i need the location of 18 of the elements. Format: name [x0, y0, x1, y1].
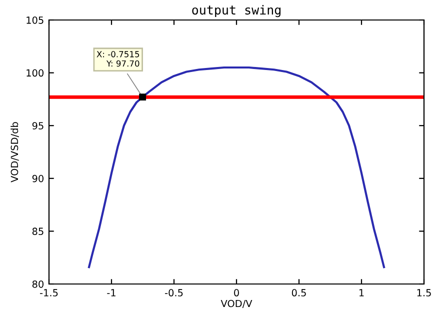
y-tick-label: 85	[32, 228, 44, 236]
x-tick-label: 0.5	[292, 289, 306, 296]
y-tick-label: 80	[32, 280, 44, 288]
y-tick-label: 95	[32, 122, 44, 130]
y-tick-label: 105	[26, 16, 44, 24]
y-axis-title: VOD/VSD/db	[10, 122, 19, 182]
x-axis-title: VOD/V	[220, 300, 252, 308]
x-tick-label: 0	[234, 289, 239, 296]
y-tick-label: 90	[32, 174, 44, 182]
x-tick-label: -1	[107, 289, 116, 296]
x-tick-label: 1	[359, 289, 364, 296]
y-tick-label: 100	[26, 69, 44, 77]
line-series	[88, 66, 386, 268]
x-tick-label: -0.5	[164, 289, 183, 296]
x-tick-label: -1.5	[40, 289, 58, 296]
annotation: X: -0.7515 Y: 97.70	[96, 51, 140, 67]
x-tick-label: 1.5	[417, 289, 431, 296]
chart-title: output swing	[192, 4, 280, 18]
